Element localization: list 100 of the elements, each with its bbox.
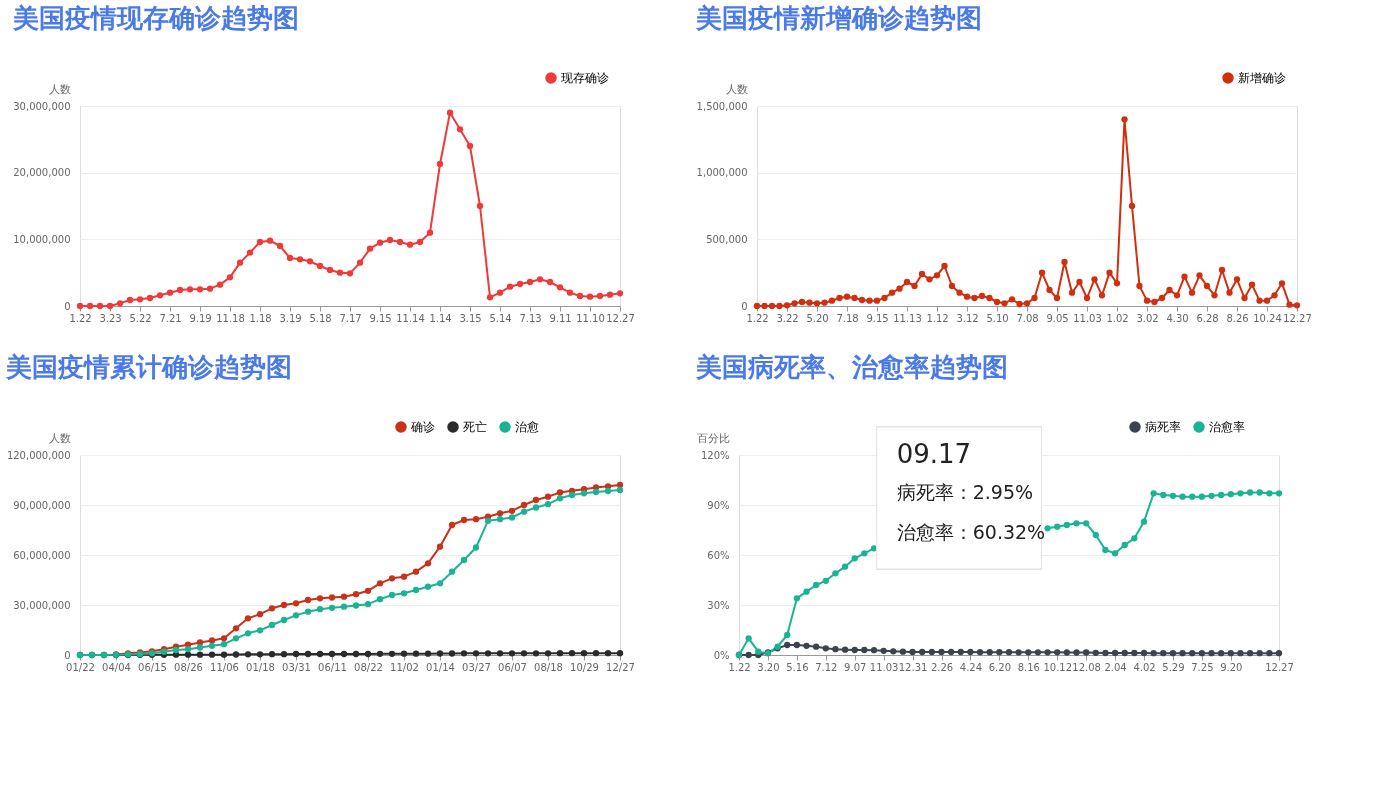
- point: [544, 650, 552, 657]
- point: [580, 490, 588, 497]
- point: [520, 501, 528, 509]
- x-tick-label: 1.22: [69, 312, 92, 324]
- point: [1237, 490, 1244, 497]
- x-tick-label: 11/06: [210, 661, 239, 673]
- y-tick-label: 30,000,000: [13, 599, 71, 611]
- point: [206, 285, 214, 292]
- point: [220, 635, 228, 642]
- point: [1063, 521, 1071, 529]
- point: [316, 262, 324, 270]
- y-tick-label: 120,000,000: [6, 449, 71, 461]
- point: [352, 650, 360, 658]
- point: [909, 648, 916, 656]
- point: [436, 580, 444, 587]
- point: [532, 504, 540, 511]
- point: [822, 577, 829, 584]
- point: [466, 142, 474, 150]
- y-axis-title: 人数: [48, 431, 71, 445]
- point: [1044, 525, 1051, 532]
- point: [186, 286, 194, 293]
- point: [947, 648, 955, 656]
- annotation: 治愈率：60.32%: [896, 521, 1046, 543]
- y-tick-label: 60%: [707, 549, 730, 561]
- point: [508, 507, 516, 514]
- point: [793, 641, 801, 649]
- point: [1082, 649, 1090, 656]
- point: [316, 606, 324, 613]
- point: [566, 289, 574, 296]
- x-tick-label: 9.05: [1046, 312, 1069, 324]
- point: [508, 650, 516, 657]
- point: [448, 650, 456, 657]
- x-tick-label: 12.27: [1283, 312, 1312, 324]
- x-tick-label: 3.12: [956, 312, 979, 324]
- point: [1102, 546, 1109, 554]
- point: [1054, 649, 1061, 656]
- point: [126, 296, 134, 304]
- point: [196, 651, 204, 658]
- point: [1266, 650, 1273, 657]
- x-tick-label: 08/26: [174, 661, 203, 673]
- x-tick-label: 8.26: [1226, 312, 1249, 324]
- point: [1140, 518, 1148, 525]
- point: [424, 560, 432, 567]
- x-tick-label: 5.16: [786, 661, 809, 673]
- point: [556, 495, 564, 502]
- x-tick-label: 06/15: [138, 661, 167, 673]
- legend-label: 新增确诊: [1238, 71, 1286, 85]
- point: [1208, 492, 1215, 499]
- point: [1169, 492, 1177, 499]
- x-tick-label: 11.14: [396, 312, 425, 324]
- chart-title: 美国疫情累计确诊趋势图: [5, 352, 293, 382]
- point: [745, 635, 752, 642]
- point: [616, 290, 624, 297]
- point: [556, 489, 564, 496]
- x-tick-label: 01/22: [66, 661, 95, 673]
- x-tick-label: 4.02: [1133, 661, 1156, 673]
- point: [1275, 490, 1283, 497]
- point: [304, 608, 312, 615]
- point: [226, 274, 234, 281]
- point: [1217, 650, 1225, 657]
- point: [899, 648, 907, 655]
- x-tick-label: 4.30: [1166, 312, 1189, 324]
- point: [388, 650, 396, 657]
- point: [472, 516, 480, 523]
- point: [536, 276, 544, 283]
- point: [841, 563, 849, 570]
- point: [448, 521, 456, 529]
- x-tick-label: 12.08: [1072, 661, 1101, 673]
- point: [1082, 520, 1090, 527]
- point: [506, 283, 514, 290]
- point: [812, 643, 820, 650]
- point: [328, 650, 336, 658]
- point: [472, 650, 480, 657]
- point: [532, 496, 540, 504]
- legend-label: 治愈: [515, 420, 539, 434]
- x-tick-label: 9.20: [1220, 661, 1243, 673]
- point: [356, 259, 364, 266]
- point: [328, 594, 336, 601]
- point: [1160, 491, 1167, 499]
- point: [456, 126, 464, 133]
- legend-label: 现存确诊: [561, 71, 609, 85]
- point: [412, 650, 420, 657]
- x-tick-label: 11.03: [869, 661, 899, 673]
- point: [967, 648, 974, 656]
- point: [592, 650, 600, 657]
- point: [1073, 520, 1080, 527]
- point: [861, 646, 868, 654]
- point: [996, 649, 1003, 656]
- chart-title: 美国疫情现存确诊趋势图: [11, 3, 299, 33]
- x-tick-label: 12.31: [898, 661, 928, 673]
- legend-label: 病死率: [1145, 420, 1181, 434]
- x-tick-label: 1.14: [429, 312, 452, 324]
- point: [1227, 491, 1234, 498]
- point: [1063, 649, 1071, 656]
- y-tick-label: 500,000: [706, 233, 748, 245]
- x-tick-label: 10.24: [1253, 312, 1282, 324]
- x-tick-label: 7.18: [836, 312, 859, 324]
- point: [376, 239, 384, 246]
- point: [851, 646, 858, 654]
- point: [1275, 650, 1283, 657]
